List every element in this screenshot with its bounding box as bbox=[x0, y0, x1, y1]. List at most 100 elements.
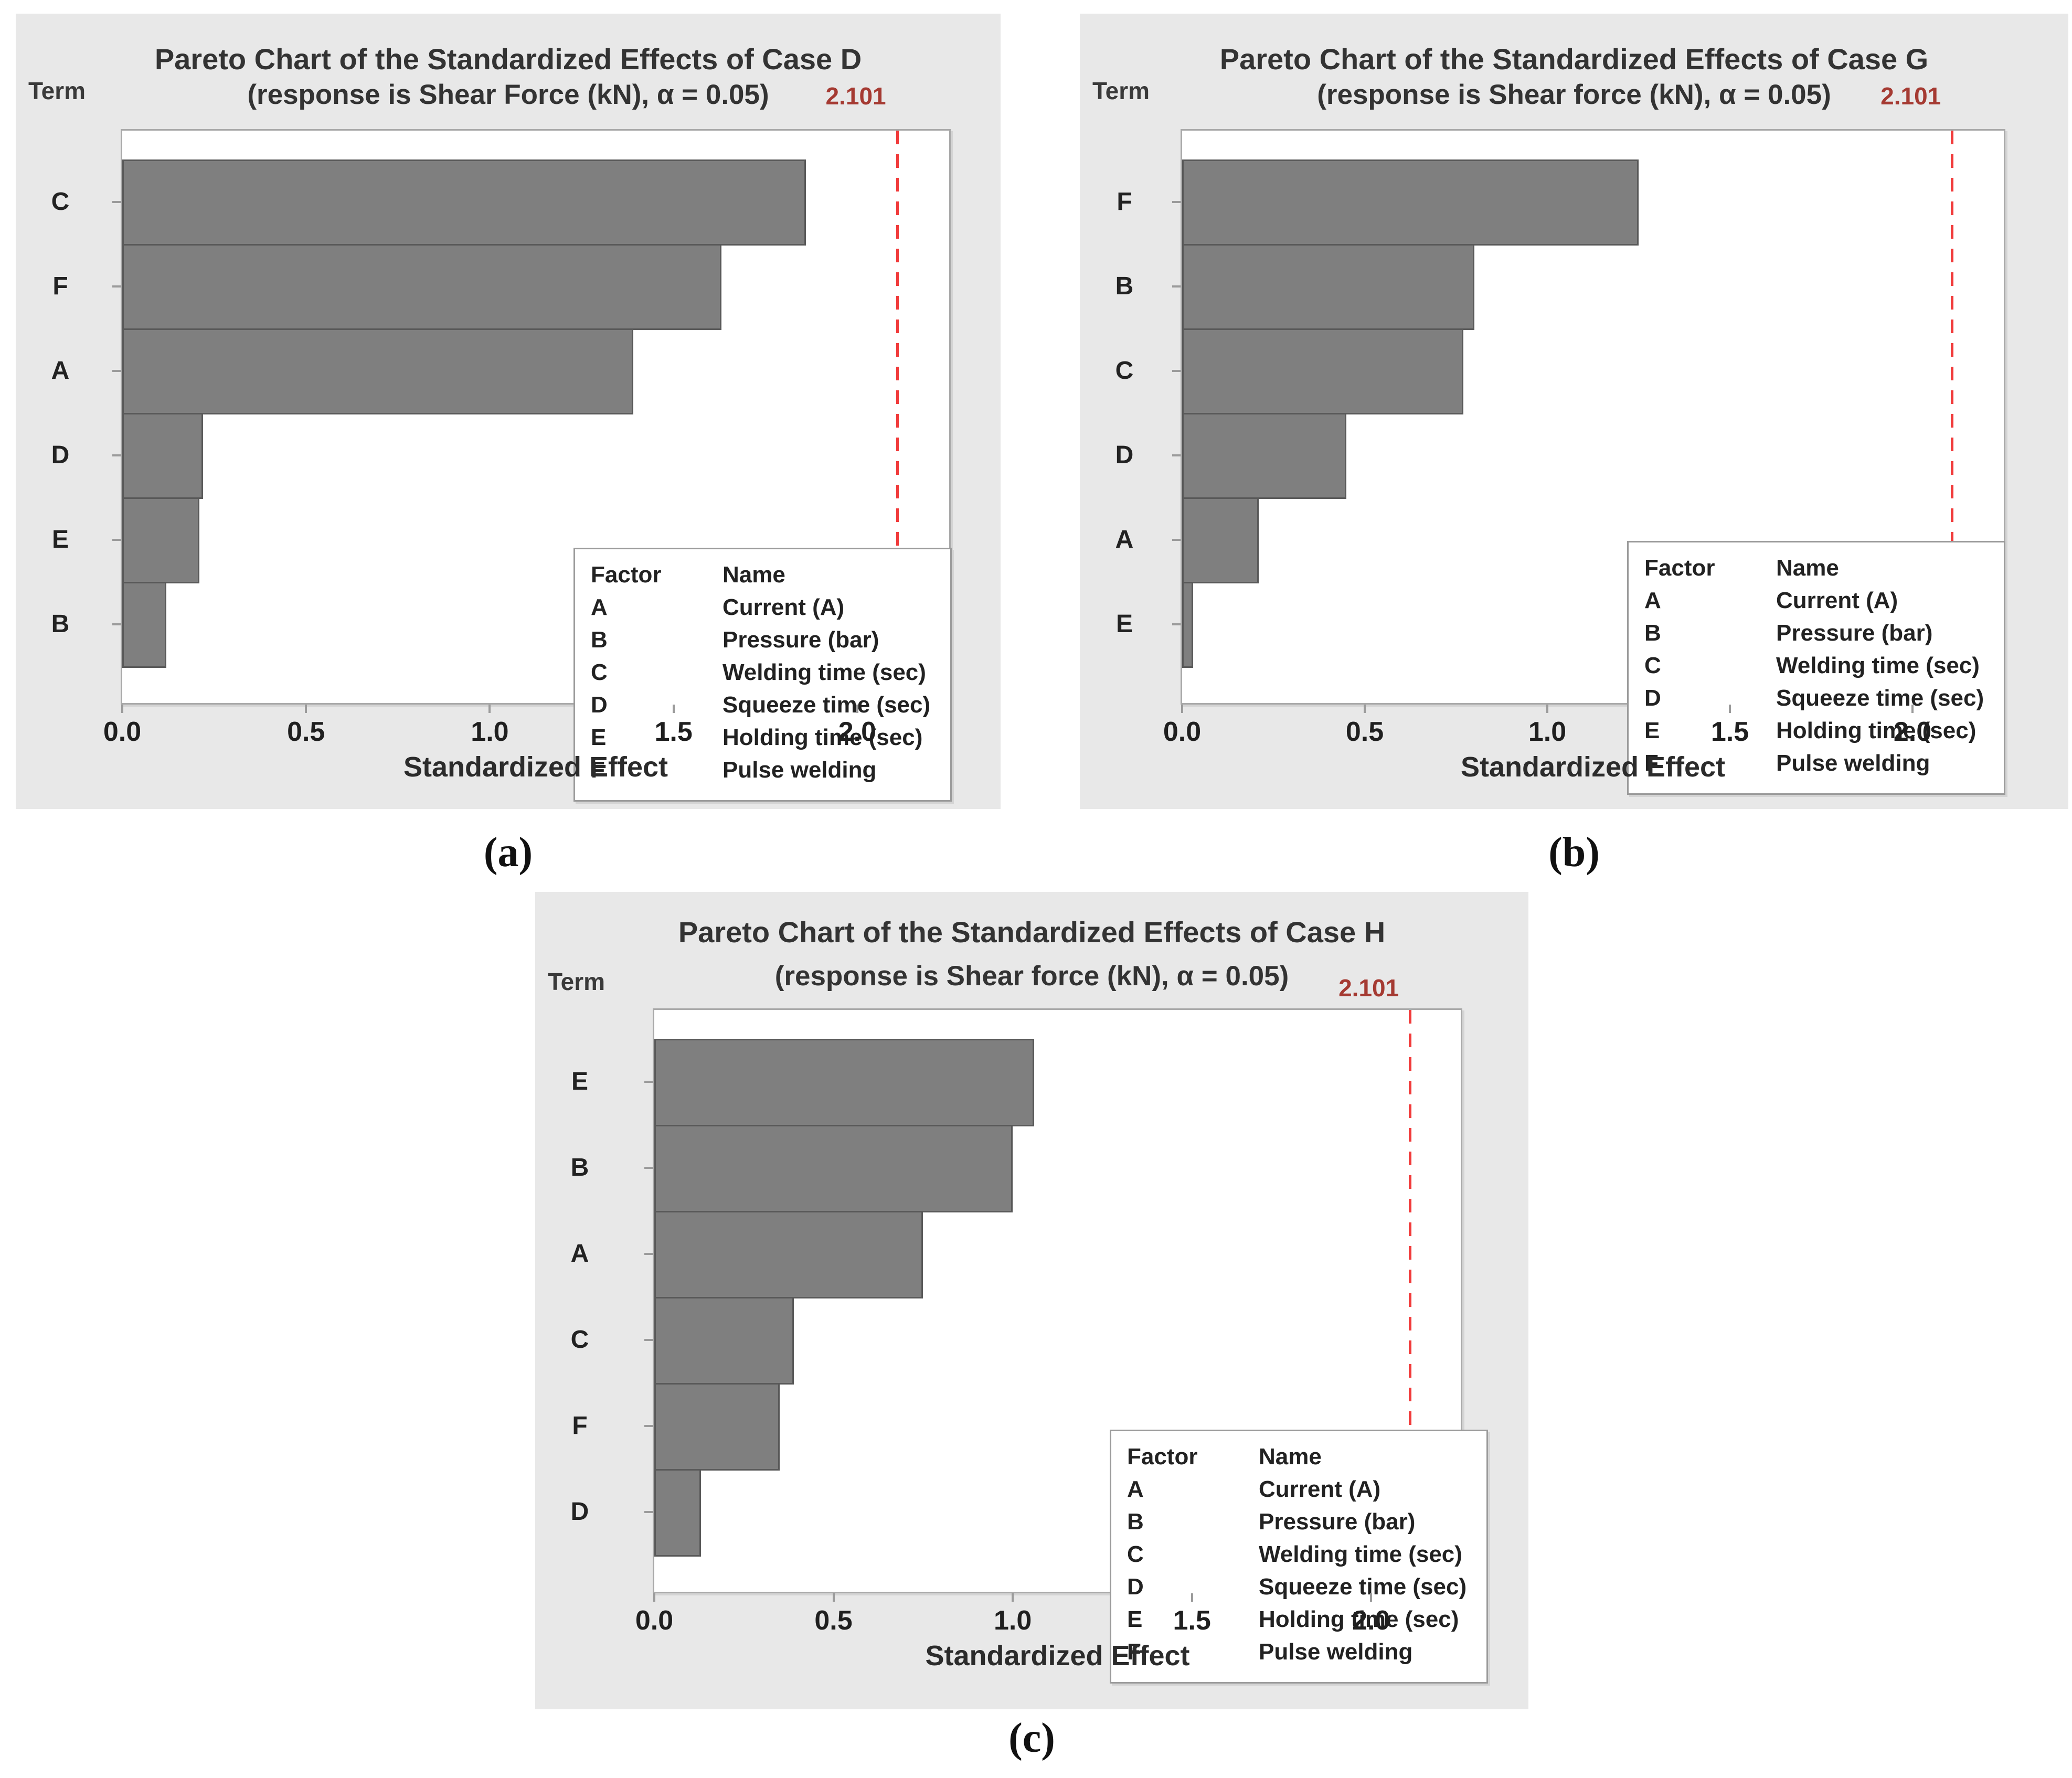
legend-factor: A bbox=[1644, 588, 1661, 613]
x-tick-label: 0.5 bbox=[287, 717, 325, 747]
legend-header-factor: Factor bbox=[591, 562, 662, 588]
y-tick-mark bbox=[644, 1081, 653, 1083]
bar-D bbox=[654, 1469, 701, 1557]
y-tick-mark bbox=[1172, 285, 1181, 288]
legend-factor: B bbox=[1127, 1509, 1144, 1535]
x-tick-label: 1.0 bbox=[993, 1605, 1032, 1636]
bar-A bbox=[1182, 497, 1259, 583]
legend-factor: C bbox=[1644, 653, 1661, 678]
y-tick-mark bbox=[112, 369, 121, 372]
y-category-label-F: F bbox=[52, 272, 68, 300]
legend-name: Squeeze time (sec) bbox=[722, 692, 931, 718]
y-tick-mark bbox=[1172, 623, 1181, 625]
legend-factor: F bbox=[591, 757, 605, 783]
x-tick-label: 0.5 bbox=[1345, 717, 1384, 747]
x-tick-label: 1.5 bbox=[654, 717, 693, 747]
x-tick-mark bbox=[121, 705, 123, 713]
legend-factor: A bbox=[1127, 1476, 1144, 1502]
legend-name: Current (A) bbox=[1776, 588, 1898, 613]
y-category-label-F: F bbox=[572, 1412, 588, 1440]
x-tick-mark bbox=[305, 705, 307, 713]
x-tick-label: 2.0 bbox=[838, 717, 877, 747]
legend-factor: C bbox=[1127, 1541, 1144, 1567]
bar-E bbox=[1182, 582, 1193, 668]
factor-legend: Factor Name A Current (A) B Pressure (bar) C We… bbox=[573, 548, 952, 802]
x-axis-title: Standardized Effect bbox=[925, 1640, 1190, 1671]
y-tick-mark bbox=[644, 1339, 653, 1341]
legend-factor: E bbox=[1127, 1606, 1143, 1632]
x-tick-label: 1.0 bbox=[471, 717, 509, 747]
bar-D bbox=[1182, 413, 1347, 499]
x-tick-mark bbox=[832, 1593, 835, 1602]
legend-name: Holding time (sec) bbox=[722, 725, 923, 750]
y-tick-mark bbox=[112, 454, 121, 456]
y-tick-mark bbox=[112, 538, 121, 541]
x-tick-mark bbox=[1181, 705, 1183, 713]
subfigure-caption-b: (b) bbox=[1548, 829, 1600, 876]
y-category-label-A: A bbox=[1115, 525, 1134, 553]
y-category-label-B: B bbox=[570, 1154, 589, 1181]
y-tick-mark bbox=[644, 1425, 653, 1427]
x-tick-label: 2.0 bbox=[1893, 717, 1932, 747]
legend-name: Welding time (sec) bbox=[722, 659, 926, 685]
bar-C bbox=[122, 159, 806, 246]
y-category-label-C: C bbox=[1115, 356, 1134, 385]
bar-E bbox=[122, 497, 200, 583]
legend-factor: F bbox=[1644, 750, 1659, 776]
reference-line bbox=[896, 131, 899, 703]
legend-name: Pulse welding bbox=[1776, 750, 1930, 776]
bar-C bbox=[1182, 328, 1463, 414]
bar-B bbox=[122, 582, 167, 668]
legend-factor: C bbox=[591, 659, 608, 685]
chart-title: Pareto Chart of the Standardized Effects… bbox=[678, 915, 1386, 949]
chart-subtitle: (response is Shear Force (kN), α = 0.05) bbox=[247, 79, 769, 110]
factor-legend-table: Factor Name A Current (A) B Pressure (bar) C We… bbox=[1644, 552, 1984, 780]
x-tick-label: 0.0 bbox=[635, 1605, 674, 1636]
legend-factor: A bbox=[591, 594, 608, 620]
legend-header-name: Name bbox=[1776, 555, 1839, 581]
bars-container bbox=[1182, 159, 2004, 668]
legend-factor: B bbox=[591, 627, 608, 653]
y-tick-mark bbox=[1172, 369, 1181, 372]
plot-area: Factor Name A Current (A) B Pressure (bar) C We… bbox=[1181, 129, 2006, 795]
plot-area: Factor Name A Current (A) B Pressure (bar) C We… bbox=[121, 129, 952, 802]
plot-area: Factor Name A Current (A) B Pressure (bar) C We… bbox=[653, 1008, 1489, 1684]
y-category-label-E: E bbox=[1115, 610, 1133, 638]
reference-line bbox=[1409, 1010, 1412, 1592]
y-tick-mark bbox=[644, 1167, 653, 1169]
legend-header-name: Name bbox=[722, 562, 785, 588]
pareto-chart-panel-case-g: Term Pareto Chart of the Standardized Ef… bbox=[1080, 14, 2068, 809]
y-axis-title: Term bbox=[1092, 77, 1150, 104]
bar-F bbox=[1182, 159, 1639, 246]
bar-A bbox=[122, 328, 633, 414]
y-axis-title: Term bbox=[28, 77, 86, 104]
x-tick-mark bbox=[856, 705, 858, 713]
legend-name: Holding time (sec) bbox=[1776, 718, 1977, 743]
factor-legend-table: Factor Name A Current (A) B Pressure (bar) C We… bbox=[591, 559, 930, 786]
legend-name: Squeeze time (sec) bbox=[1259, 1574, 1467, 1600]
y-category-label-D: D bbox=[1115, 441, 1134, 469]
legend-name: Welding time (sec) bbox=[1259, 1541, 1462, 1567]
y-category-label-D: D bbox=[570, 1498, 589, 1526]
chart-subtitle: (response is Shear force (kN), α = 0.05) bbox=[1317, 79, 1831, 110]
x-tick-label: 1.5 bbox=[1710, 717, 1749, 747]
legend-name: Current (A) bbox=[722, 594, 845, 620]
y-tick-mark bbox=[1172, 538, 1181, 541]
bar-D bbox=[122, 413, 204, 499]
bars-container bbox=[122, 159, 949, 668]
legend-name: Current (A) bbox=[1259, 1476, 1381, 1502]
chart-title: Pareto Chart of the Standardized Effects… bbox=[1219, 42, 1929, 76]
y-category-label-E: E bbox=[51, 525, 69, 553]
bar-F bbox=[654, 1383, 780, 1471]
y-category-label-C: C bbox=[570, 1326, 589, 1354]
legend-name: Pulse welding bbox=[722, 757, 877, 783]
y-category-label-B: B bbox=[1115, 272, 1134, 300]
legend-header-name: Name bbox=[1259, 1444, 1322, 1470]
x-tick-label: 2.0 bbox=[1352, 1605, 1390, 1636]
legend-factor: E bbox=[1644, 718, 1660, 743]
y-category-label-B: B bbox=[51, 610, 70, 638]
y-category-label-A: A bbox=[570, 1240, 589, 1268]
x-tick-mark bbox=[1729, 705, 1731, 713]
bar-B bbox=[654, 1125, 1013, 1212]
x-tick-mark bbox=[653, 1593, 655, 1602]
